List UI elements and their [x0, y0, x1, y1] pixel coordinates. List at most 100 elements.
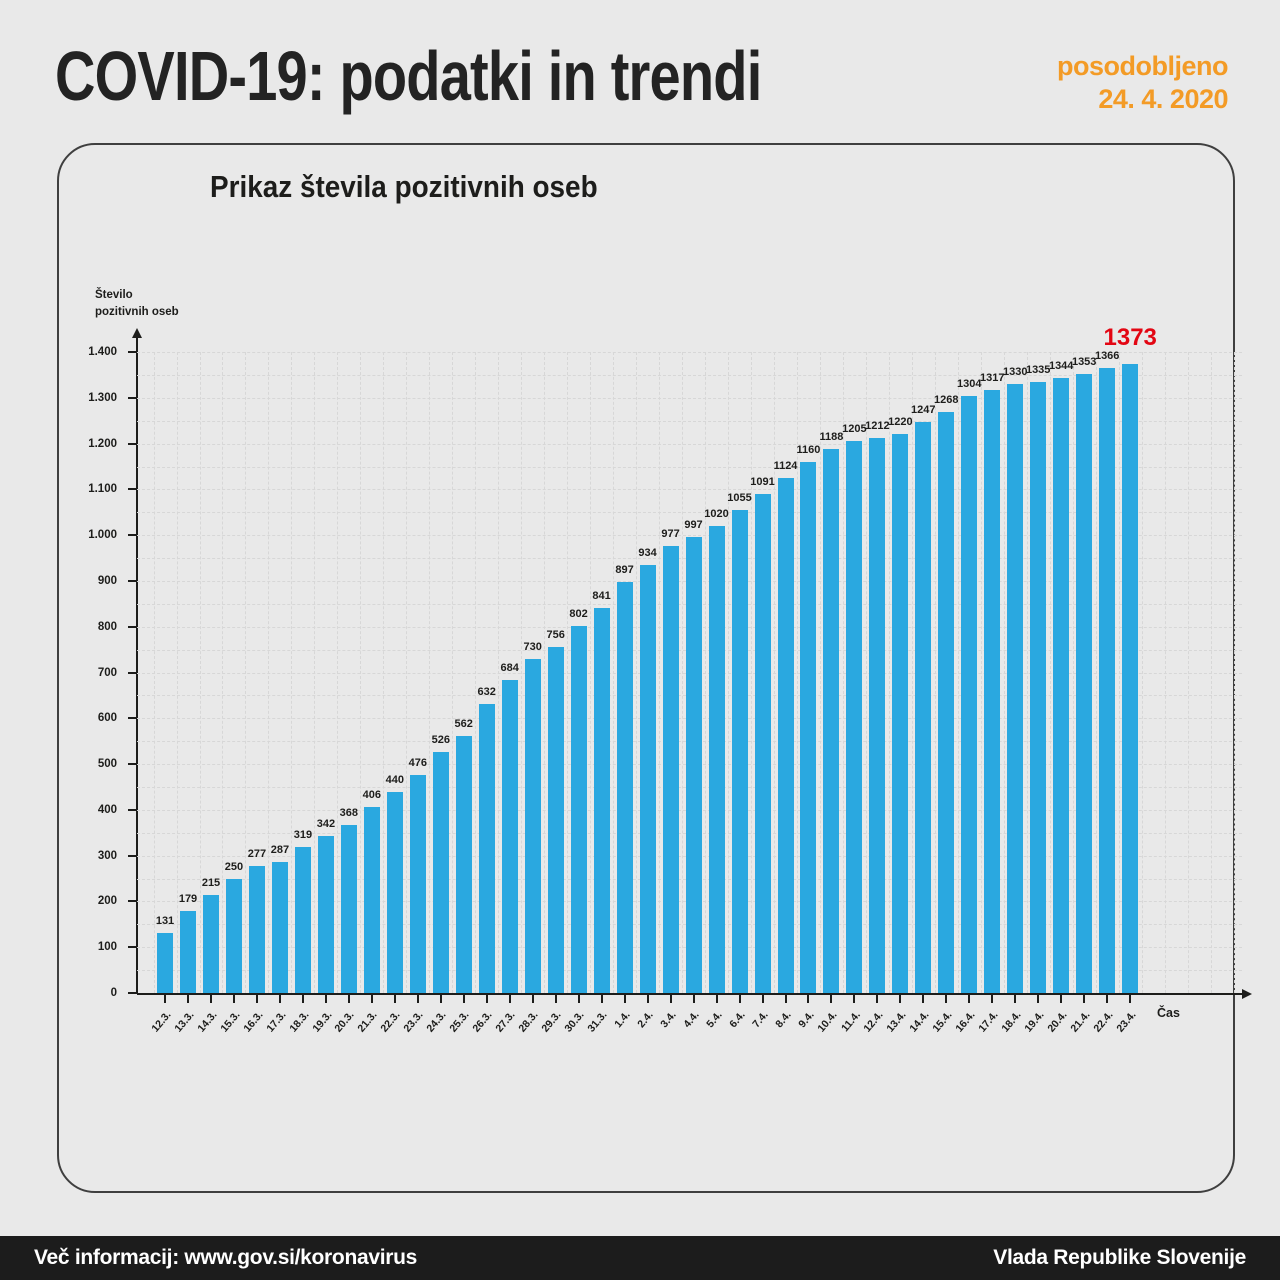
x-axis-tick: [784, 995, 787, 1003]
y-axis-tick-label: 400: [97, 803, 117, 816]
bar-value-label: 1020: [704, 508, 729, 520]
x-axis-tick: [1106, 995, 1109, 1003]
x-axis-tick: [531, 995, 534, 1003]
y-axis-title-line2: pozitivnih oseb: [95, 305, 179, 318]
bar: [1007, 384, 1024, 993]
x-axis-date-label: 14.3.: [194, 1009, 220, 1035]
y-axis-tick-label: 600: [97, 712, 117, 725]
x-axis-tick: [945, 995, 948, 1003]
y-axis-tick-label: 100: [97, 941, 117, 954]
bar-value-label-highlight: 1373: [1103, 324, 1157, 352]
x-axis-tick: [646, 995, 649, 1003]
bar: [157, 933, 173, 993]
x-axis-tick: [370, 995, 373, 1003]
bar-value-label: 841: [592, 589, 611, 602]
x-axis-date-label: 30.3.: [562, 1009, 587, 1035]
bar-value-label: 730: [523, 640, 542, 653]
x-axis-date-label: 19.3.: [309, 1009, 335, 1035]
grid-line-vertical: [222, 352, 224, 993]
chart-title-text: Prikaz števila pozitivnih oseb: [210, 169, 598, 204]
x-axis-tick: [255, 995, 258, 1003]
x-axis-date-label: 6.4.: [727, 1009, 748, 1031]
y-axis-tick: [128, 763, 137, 766]
grid-line-horizontal: [137, 489, 1242, 491]
bar: [731, 510, 748, 993]
bar: [800, 461, 817, 993]
x-axis-date-label: 3.4.: [658, 1009, 679, 1031]
y-axis-tick-label: 1.400: [88, 346, 117, 358]
bar-value-label: 1091: [750, 475, 775, 488]
x-axis-tick: [669, 995, 672, 1003]
grid-line-horizontal: [137, 443, 1242, 445]
page-title: COVID-19: podatki in trendi: [55, 36, 938, 116]
footer-info-text: Več informacij: www.gov.si/koronavirus: [34, 1246, 418, 1269]
y-axis-arrow-icon: [132, 328, 142, 338]
grid-line-vertical: [429, 352, 431, 993]
grid-line-vertical: [842, 352, 844, 993]
x-axis-date-label: 18.3.: [286, 1009, 312, 1035]
bar-value-label: 1055: [727, 492, 752, 504]
grid-line-horizontal: [137, 512, 1242, 514]
x-axis-date-label: 10.4.: [815, 1009, 840, 1035]
bar-value-label: 1124: [773, 460, 798, 473]
x-axis-date-label: 19.4.: [1022, 1009, 1047, 1035]
grid-line-vertical: [314, 352, 316, 993]
bar-value-label: 406: [362, 789, 381, 802]
y-axis-tick-label: 900: [97, 574, 117, 587]
x-axis-tick: [278, 995, 281, 1003]
grid-line-vertical: [682, 352, 683, 993]
grid-line-vertical: [337, 352, 339, 993]
x-axis-date-label: 12.4.: [861, 1009, 886, 1035]
bar: [915, 422, 932, 993]
bar-value-label: 1330: [1003, 366, 1028, 378]
x-axis-date-label: 20.4.: [1045, 1009, 1070, 1035]
x-axis-tick: [853, 995, 856, 1003]
bar-value-label: 934: [638, 547, 657, 560]
grid-line-vertical: [544, 352, 546, 993]
x-axis-tick: [715, 995, 718, 1003]
bar-value-label: 440: [385, 773, 404, 786]
grid-line-vertical: [751, 352, 752, 993]
bar-value-label: 277: [247, 848, 267, 861]
grid-line-vertical: [613, 352, 615, 993]
grid-line-vertical: [774, 352, 775, 993]
y-axis-tick: [128, 351, 137, 353]
bar-value-label: 476: [408, 757, 427, 770]
x-axis-tick: [508, 995, 511, 1003]
x-axis-tick: [623, 995, 626, 1003]
y-axis-tick: [128, 671, 137, 674]
bar: [570, 625, 587, 993]
y-axis-tick-label: 1.100: [88, 483, 117, 496]
bar: [547, 646, 564, 993]
bar: [248, 866, 265, 993]
grid-line-vertical: [957, 352, 959, 993]
bar-value-label: 1344: [1048, 359, 1074, 372]
x-axis-date-label: 22.3.: [378, 1009, 404, 1035]
x-axis-date-label: 8.4.: [773, 1009, 794, 1031]
bar-value-label: 342: [316, 818, 336, 831]
x-axis-tick: [232, 995, 235, 1003]
bar: [616, 582, 633, 993]
bar-value-label: 1335: [1025, 363, 1051, 376]
grid-line-horizontal: [137, 466, 1242, 468]
grid-line-vertical: [360, 352, 362, 993]
x-axis-tick: [807, 995, 810, 1003]
bar: [1122, 364, 1139, 993]
bar-value-label: 802: [569, 607, 588, 620]
bar: [662, 545, 679, 993]
x-axis-date-label: 17.4.: [976, 1009, 1001, 1035]
grid-line-vertical: [590, 352, 592, 993]
bar-value-label: 526: [431, 734, 450, 747]
grid-line-vertical: [636, 352, 638, 993]
x-axis-date-label: 12.3.: [148, 1009, 174, 1035]
y-axis-tick: [128, 717, 137, 720]
x-axis-date-label: 29.3.: [539, 1009, 564, 1035]
x-axis-tick: [1060, 995, 1063, 1003]
grid-line-horizontal: [137, 352, 1242, 353]
x-axis-tick: [1129, 995, 1132, 1003]
x-axis-date-label: 1.4.: [612, 1009, 633, 1031]
updated-date: 24. 4. 2020: [1098, 83, 1228, 114]
grid-line-horizontal: [137, 535, 1242, 537]
grid-line-vertical: [865, 352, 867, 993]
y-axis-tick: [128, 442, 137, 445]
